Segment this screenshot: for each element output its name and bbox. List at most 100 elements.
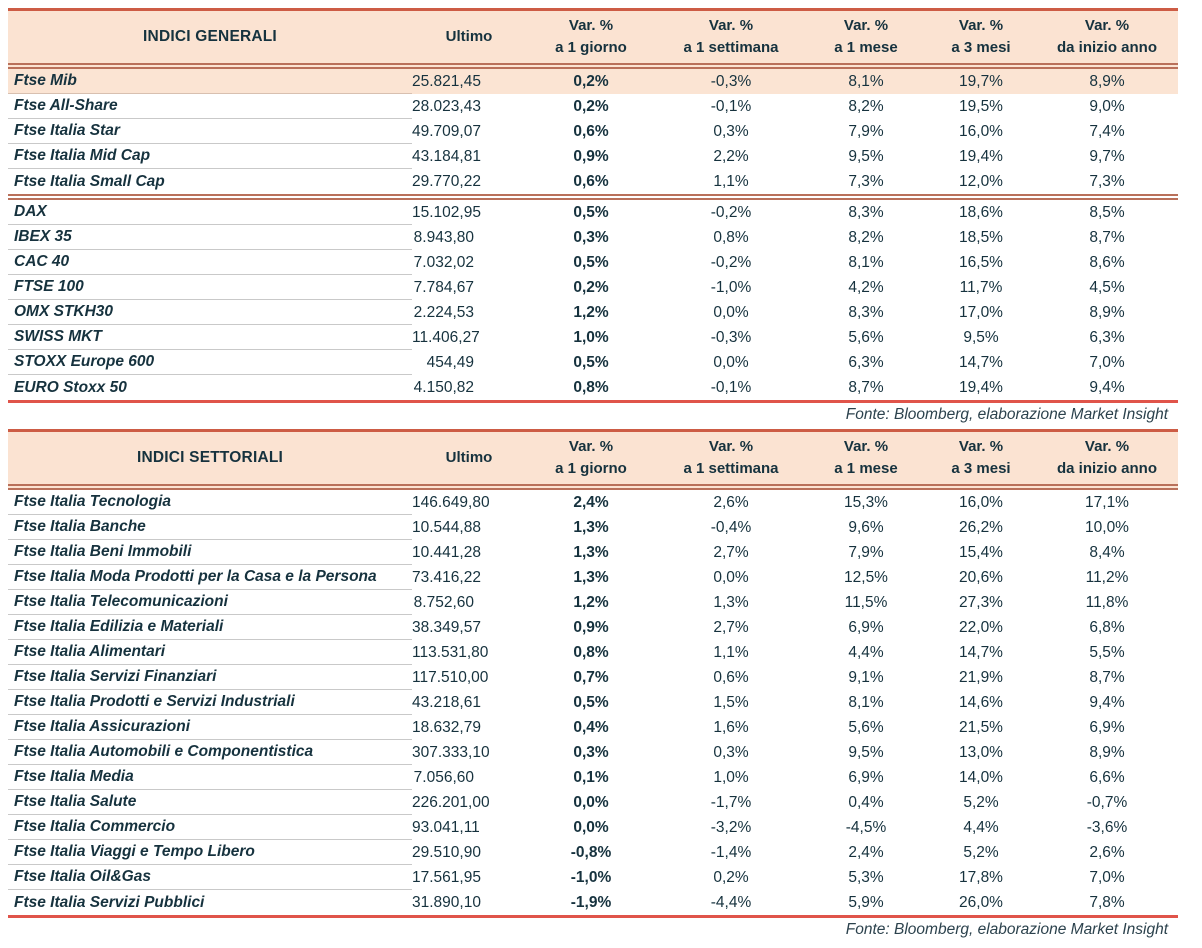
value-var-1-mese: 8,1%	[848, 253, 884, 271]
value-var-1-mese: 12,5%	[844, 568, 888, 586]
value-var-1-giorno: 0,5%	[573, 253, 609, 271]
value-var-1-settimana: 2,2%	[713, 147, 749, 165]
table-title: INDICI GENERALI	[143, 27, 277, 45]
table-row: Ftse Italia Commercio 93.041,11 0,0% -3,2% -…	[8, 815, 1178, 840]
table-row: Ftse Italia Small Cap 29.770,22 0,6% 1,1% 7,…	[8, 169, 1178, 194]
value-var-inizio-anno: 8,4%	[1089, 543, 1125, 561]
value-var-inizio-anno: 4,5%	[1089, 278, 1125, 296]
value-var-1-mese: 6,9%	[848, 768, 884, 786]
value-var-1-mese: 5,9%	[848, 893, 884, 911]
value-var-1-settimana: 0,6%	[713, 668, 749, 686]
value-var-1-settimana: 1,1%	[713, 643, 749, 661]
value-var-1-settimana: -0,3%	[710, 72, 752, 90]
value-var-1-settimana: -0,3%	[710, 328, 752, 346]
value-var-1-giorno: 1,2%	[573, 303, 609, 321]
value-ultimo: 28.023,43	[412, 97, 481, 115]
table-row: Ftse Italia Oil&Gas 17.561,95 -1,0% 0,2% 5,3…	[8, 865, 1178, 890]
value-var-3-mesi: 19,5%	[959, 97, 1003, 115]
value-var-3-mesi: 14,7%	[959, 353, 1003, 371]
value-var-1-settimana: -1,4%	[710, 843, 752, 861]
column-header-var: Var. % a 1 mese	[806, 436, 926, 480]
index-name: Ftse All-Share	[8, 94, 412, 119]
value-ultimo: 17.561,95	[412, 868, 481, 886]
table-row: Ftse Italia Banche 10.544,88 1,3% -0,4% 9,6%…	[8, 515, 1178, 540]
column-header-line2: a 3 mesi	[951, 39, 1011, 56]
value-var-1-giorno: 0,8%	[573, 643, 609, 661]
value-ultimo: 31.890,10	[412, 893, 481, 911]
index-name: EURO Stoxx 50	[14, 378, 127, 396]
value-var-1-giorno: 0,6%	[573, 122, 609, 140]
row-group: DAX 15.102,95 0,5% -0,2% 8,3% 18,6% 8,5% IBEX 3…	[8, 194, 1178, 400]
value-ultimo: 117.510,00	[412, 668, 489, 686]
column-header-var: Var. % a 1 settimana	[656, 15, 806, 59]
value-var-1-mese: 7,9%	[848, 122, 884, 140]
value-var-inizio-anno: 11,8%	[1085, 593, 1129, 611]
value-var-1-giorno: 0,5%	[573, 693, 609, 711]
table-row: Ftse Italia Viaggi e Tempo Libero 29.510,…	[8, 840, 1178, 865]
value-ultimo: 29.770,22	[412, 172, 481, 190]
column-header-var: Var. % da inizio anno	[1036, 15, 1178, 59]
value-var-1-mese: 6,9%	[848, 618, 884, 636]
value-var-1-mese: 8,2%	[848, 228, 884, 246]
value-var-1-mese: 4,2%	[848, 278, 884, 296]
table-row: Ftse Italia Servizi Pubblici 31.890,10 -1,…	[8, 890, 1178, 915]
value-var-3-mesi: 16,0%	[959, 122, 1003, 140]
value-var-1-settimana: -0,2%	[710, 253, 752, 271]
value-ultimo: 10.441,28	[412, 543, 481, 561]
value-var-inizio-anno: 9,4%	[1089, 378, 1125, 396]
value-var-3-mesi: 14,7%	[959, 643, 1003, 661]
index-name: DAX	[8, 200, 412, 225]
value-var-3-mesi: 11,7%	[959, 278, 1003, 296]
value-var-3-mesi: 26,0%	[959, 893, 1003, 911]
value-var-1-giorno: 0,8%	[573, 378, 609, 396]
indici-generali-table: INDICI GENERALI Ultimo Var. % a 1 giorno V…	[8, 8, 1178, 403]
table-row: OMX STKH30 2.224,53 1,2% 0,0% 8,3% 17,0% 8,9%	[8, 300, 1178, 325]
index-name: Ftse Italia Moda Prodotti per la Casa e …	[8, 565, 412, 590]
table-row: EURO Stoxx 50 4.150,82 0,8% -0,1% 8,7% 19,4% 9…	[8, 375, 1178, 400]
value-var-inizio-anno: 11,2%	[1085, 568, 1129, 586]
value-var-1-giorno: -1,9%	[570, 893, 612, 911]
column-header-line1: Var. %	[708, 17, 754, 35]
value-var-1-mese: 8,7%	[848, 378, 884, 396]
value-var-1-settimana: 0,3%	[713, 743, 749, 761]
value-var-1-giorno: 0,5%	[573, 203, 609, 221]
value-var-1-giorno: 0,7%	[573, 668, 609, 686]
value-var-1-mese: 11,5%	[844, 593, 888, 611]
column-header-line2: a 1 settimana	[683, 39, 779, 56]
value-var-1-settimana: -1,7%	[710, 793, 752, 811]
index-name: Ftse Italia Servizi Finanziari	[8, 665, 412, 690]
table-row: Ftse Italia Star 49.709,07 0,6% 0,3% 7,9% 16,…	[8, 119, 1178, 144]
table-row: Ftse Italia Servizi Finanziari 117.510,00…	[8, 665, 1178, 690]
row-group: Ftse Italia Tecnologia 146.649,80 2,4% 2,6%…	[8, 490, 1178, 915]
value-var-3-mesi: 19,7%	[959, 72, 1003, 90]
value-var-inizio-anno: 9,4%	[1089, 693, 1125, 711]
value-var-3-mesi: 17,8%	[959, 868, 1003, 886]
value-var-1-giorno: 0,3%	[573, 743, 609, 761]
value-ultimo: 10.544,88	[412, 518, 481, 536]
value-var-inizio-anno: 8,7%	[1089, 228, 1125, 246]
value-var-inizio-anno: 17,1%	[1085, 493, 1129, 511]
value-var-3-mesi: 12,0%	[959, 172, 1003, 190]
value-var-1-settimana: 1,0%	[713, 768, 749, 786]
value-ultimo: 8.752,60	[413, 593, 474, 611]
value-var-1-settimana: 1,3%	[713, 593, 749, 611]
value-var-inizio-anno: 8,7%	[1089, 668, 1125, 686]
value-ultimo: 454,49	[426, 353, 474, 371]
table-row: Ftse Italia Mid Cap 43.184,81 0,9% 2,2% 9,5%…	[8, 144, 1178, 169]
value-var-3-mesi: 17,0%	[959, 303, 1003, 321]
table-row: STOXX Europe 600 454,49 0,5% 0,0% 6,3% 14,7% 7…	[8, 350, 1178, 375]
value-var-3-mesi: 27,3%	[959, 593, 1003, 611]
value-var-3-mesi: 13,0%	[959, 743, 1003, 761]
value-ultimo: 93.041,11	[412, 818, 480, 836]
value-var-1-mese: 0,4%	[848, 793, 884, 811]
value-var-1-settimana: -0,4%	[710, 518, 752, 536]
value-var-inizio-anno: 10,0%	[1085, 518, 1129, 536]
index-name: Ftse Italia Star	[8, 119, 412, 144]
value-var-1-giorno: 0,0%	[573, 793, 609, 811]
index-name: Ftse Italia Automobili e Componentistica	[8, 740, 412, 765]
value-var-inizio-anno: 6,3%	[1089, 328, 1125, 346]
value-ultimo: 29.510,90	[412, 843, 481, 861]
column-header-line2: da inizio anno	[1057, 39, 1157, 56]
value-var-1-mese: 5,6%	[848, 328, 884, 346]
